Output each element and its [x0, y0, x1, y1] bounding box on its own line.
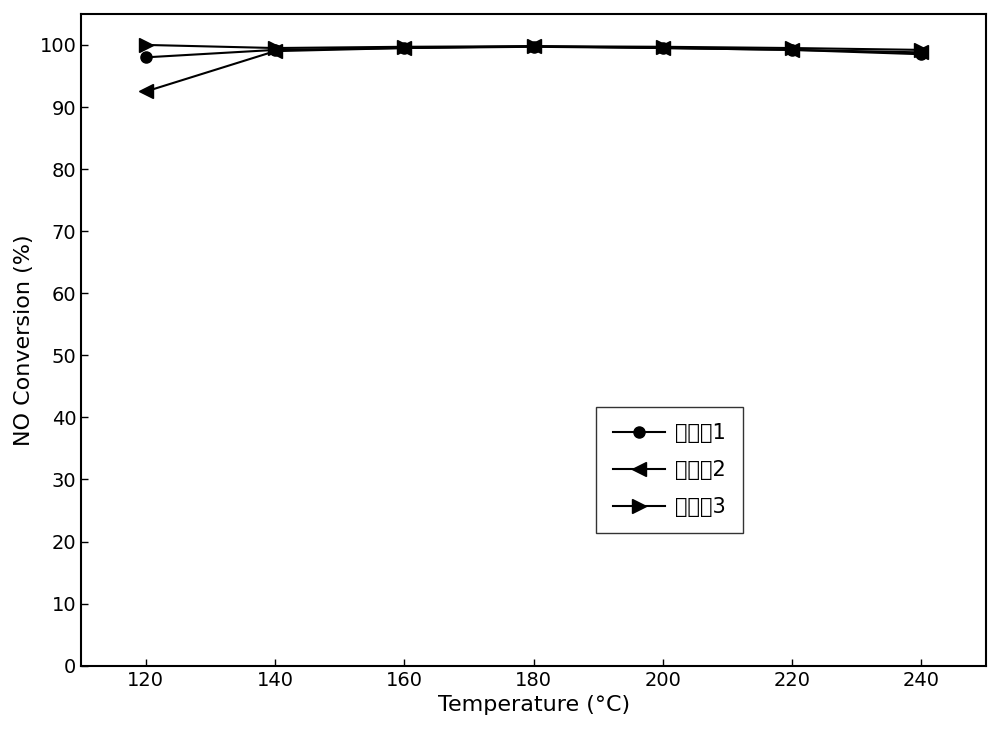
实施例1: [269, 45, 281, 54]
实施例1: [786, 45, 798, 54]
实施例1: [398, 44, 410, 52]
Line: 实施例3: 实施例3: [139, 38, 928, 57]
实施例3: [528, 42, 540, 50]
实施例1: [528, 42, 540, 51]
实施例2: [657, 44, 669, 52]
Legend: 实施例1, 实施例2, 实施例3: 实施例1, 实施例2, 实施例3: [596, 407, 743, 534]
实施例3: [140, 41, 152, 50]
Y-axis label: NO Conversion (%): NO Conversion (%): [14, 234, 34, 445]
Line: 实施例1: 实施例1: [140, 42, 927, 63]
实施例2: [528, 42, 540, 50]
Line: 实施例2: 实施例2: [139, 39, 928, 98]
实施例3: [915, 45, 927, 54]
实施例3: [269, 44, 281, 52]
X-axis label: Temperature (°C): Temperature (°C): [438, 695, 630, 715]
实施例3: [786, 44, 798, 52]
实施例1: [915, 50, 927, 58]
实施例1: [657, 44, 669, 52]
实施例2: [269, 47, 281, 55]
实施例1: [140, 53, 152, 62]
实施例2: [786, 45, 798, 54]
实施例3: [657, 42, 669, 51]
实施例2: [915, 48, 927, 57]
实施例3: [398, 42, 410, 51]
实施例2: [140, 87, 152, 95]
实施例2: [398, 44, 410, 52]
